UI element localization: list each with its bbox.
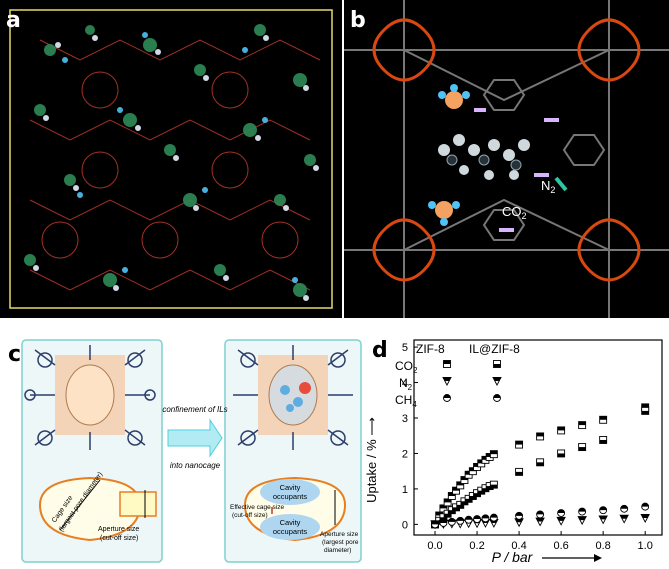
data-point [456,481,465,490]
data-point [619,514,629,524]
data-point [468,467,477,476]
data-point [431,520,439,529]
data-point [599,506,608,515]
data-point [640,514,650,523]
y-tick-label: 4 [402,378,408,390]
data-point [439,504,448,513]
panel-d-label: d [372,338,388,363]
data-point [447,492,456,500]
data-point [489,480,498,489]
data-point [578,443,587,452]
x-axis-label: P / bar [492,549,534,565]
aperture-size-label: Aperture size [98,526,139,533]
data-point [556,516,566,526]
effective-cage-size-sub: (cut-off size) [232,512,268,519]
data-point [464,515,473,524]
data-point [577,516,587,526]
cavity-occupants-bottom-1: Cavity [280,518,301,527]
data-point [641,502,650,511]
data-point [447,517,456,526]
legend-co2: CO2 [395,359,418,375]
aperture-right-label-1: Aperture size [320,531,359,538]
arrow-caption-1: confinement of ILs [162,405,227,414]
data-point [515,440,524,449]
data-point [443,360,451,368]
effective-cage-size-label: Effective cage size [230,504,284,511]
zif8-ionic-liquid-simulation [9,9,333,309]
data-point [536,432,545,441]
legend-n2: N2 [399,376,413,392]
data-point [557,449,566,458]
data-point [442,377,452,386]
data-point [439,518,448,527]
data-points [430,360,650,530]
data-point [489,450,498,459]
y-axis-label: Uptake / % ⟶ [364,417,379,503]
arrow-caption-2: into nanocage [170,461,221,470]
x-tick-label: 0.2 [469,540,484,552]
data-point [599,415,608,424]
y-tick-label: 3 [402,413,408,425]
n2-molecule-label: N2 [541,178,555,195]
data-point [578,421,587,430]
x-tick-label: 1.0 [638,540,653,552]
data-point [493,360,501,368]
data-point [473,515,482,523]
legend-ilzif8: IL@ZIF-8 [469,342,520,356]
aperture-right-label-3: diameter) [324,547,351,554]
nanocage-confinement-diagram: Cage size (largest pore diameter) Apertu… [21,339,362,563]
data-point [443,394,451,402]
data-point [489,513,498,522]
data-point [578,507,587,516]
plot-frame [413,339,663,536]
data-point [492,377,502,386]
data-point [641,406,650,415]
data-point [599,436,608,444]
panel-d: d 0.0 0.2 0.4 0.6 0.8 1.0 0 1 2 3 4 5 ZIF-8 IL@ZIF-… [362,320,669,569]
data-point [443,498,452,507]
axis-ticks: 0.0 0.2 0.4 0.6 0.8 1.0 0 1 2 3 4 5 [402,342,653,552]
data-point [598,515,608,525]
y-tick-label: 2 [402,448,408,460]
legend-ch4: CH4 [395,393,417,409]
data-point [481,514,490,523]
zif8-pore-with-il-and-gas: N2 CO2 [344,0,669,318]
panel-a-label: a [6,8,21,33]
panel-b-label: b [350,8,366,33]
x-tick-label: 0.8 [596,540,611,552]
aperture-size-sub-label: (cut-off size) [100,535,138,542]
data-point [493,394,501,402]
data-point [514,518,524,528]
aperture-right-label-2: (largest pore [322,539,359,546]
data-point [557,509,566,517]
y-tick-label: 0 [402,519,408,531]
data-point [536,510,545,519]
data-point [452,486,460,495]
data-point [456,516,465,525]
x-tick-label: 0.4 [511,540,526,552]
y-tick-label: 1 [402,484,408,496]
x-tick-label: 0.6 [553,540,568,552]
data-point [515,511,524,520]
panel-c: c Cage size (largest pore diameter) Aper… [0,320,362,569]
data-point [535,517,545,527]
y-tick-label: 5 [402,342,408,354]
data-point [515,467,524,476]
legend-zif8: ZIF-8 [416,342,445,356]
data-point [460,476,469,484]
panel-b-image: N2 CO2 b [344,0,669,318]
cavity-occupants-top-1: Cavity [280,483,301,492]
cavity-occupants-top-2: occupants [273,492,307,501]
panel-a-image: a [0,0,342,318]
co2-molecule-label: CO2 [502,204,527,221]
cavity-occupants-bottom-2: occupants [273,527,307,536]
data-point [536,458,545,467]
data-point [557,426,566,435]
data-point [620,504,629,513]
x-axis-arrowhead [594,554,602,562]
panel-c-label: c [8,342,22,367]
x-tick-label: 0.0 [427,540,442,552]
